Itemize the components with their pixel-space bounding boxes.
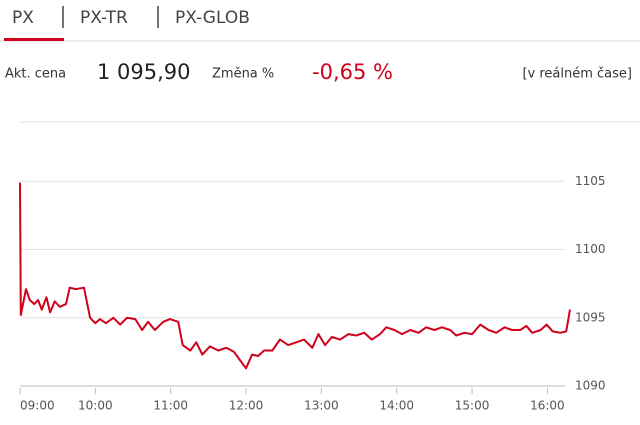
y-tick-label: 1100: [575, 242, 606, 256]
x-tick-label: 11:00: [153, 399, 188, 413]
price-label: Akt. cena: [5, 67, 66, 82]
x-tick-label: 12:00: [229, 399, 264, 413]
realtime-link[interactable]: [v reálném čase]: [522, 67, 632, 82]
x-tick-label: 16:00: [530, 399, 565, 413]
active-tab-indicator: [4, 38, 64, 41]
change: -0,65 %: [312, 60, 393, 84]
tab[interactable]: PX-GLOB: [175, 8, 250, 28]
tab[interactable]: PX: [12, 8, 34, 28]
x-tick-label: 15:00: [455, 399, 490, 413]
tab[interactable]: PX-TR: [80, 8, 128, 28]
y-tick-label: 1095: [575, 310, 606, 324]
x-tick-label: 13:00: [304, 399, 339, 413]
y-tick-label: 1105: [575, 174, 606, 188]
x-tick-label: 14:00: [379, 399, 414, 413]
x-tick-label: 09:00: [20, 399, 55, 413]
change-label: Změna %: [212, 67, 274, 82]
x-tick-label: 10:00: [78, 399, 113, 413]
price-line: [19, 182, 571, 370]
price: 1 095,90: [97, 60, 191, 84]
y-tick-label: 1090: [575, 379, 606, 393]
